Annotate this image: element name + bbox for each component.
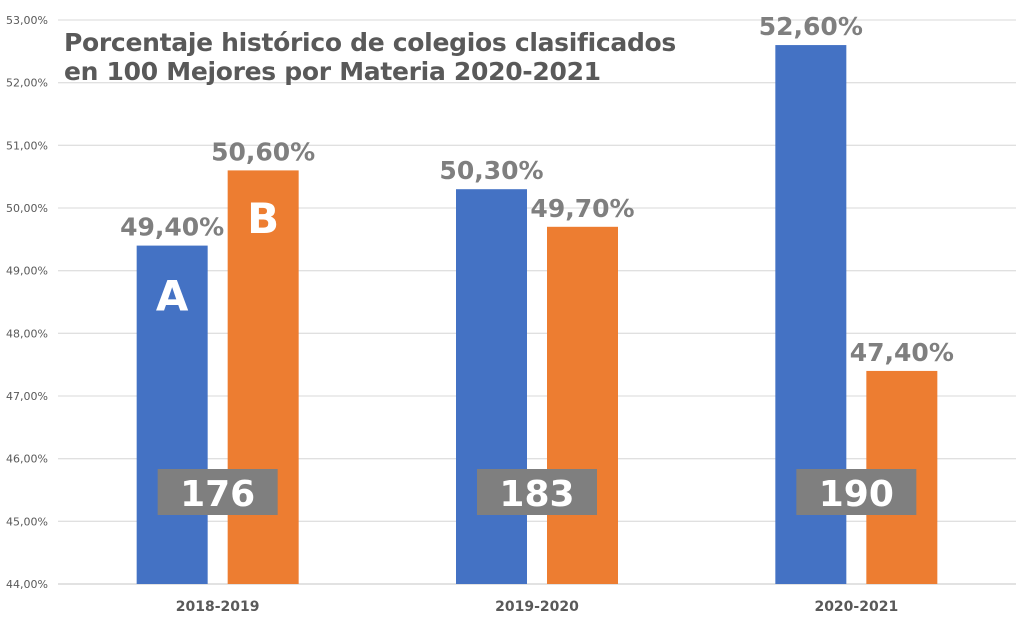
y-tick-label: 51,00%: [6, 139, 48, 152]
count-label: 176: [180, 474, 255, 515]
data-label: 47,40%: [850, 338, 954, 367]
count-box: [157, 469, 278, 515]
y-tick-label: 44,00%: [6, 578, 48, 591]
data-label: 49,70%: [530, 194, 634, 223]
chart-title-line-1: Porcentaje histórico de colegios clasifi…: [64, 28, 677, 57]
chart-title: Porcentaje histórico de colegios clasifi…: [64, 28, 676, 86]
count-box: [796, 469, 917, 515]
series-annotation-b: B: [247, 194, 279, 243]
data-label: 50,30%: [439, 156, 543, 185]
chart-title-line-2: en 100 Mejores por Materia 2020-2021: [64, 57, 601, 86]
x-tick-label: 2018-2019: [176, 599, 260, 615]
data-label: 52,60%: [759, 12, 863, 41]
count-box: [477, 469, 597, 515]
y-tick-label: 49,00%: [6, 265, 48, 278]
y-tick-label: 46,00%: [6, 453, 48, 466]
y-tick-label: 45,00%: [6, 515, 48, 528]
data-label: 49,40%: [120, 213, 224, 242]
data-label: 50,60%: [211, 137, 315, 166]
bar-b: [547, 226, 618, 585]
x-tick-label: 2019-2020: [495, 599, 579, 615]
count-label: 190: [819, 474, 894, 515]
y-tick-label: 47,00%: [6, 390, 48, 403]
y-tick-label: 50,00%: [6, 202, 48, 215]
y-tick-label: 52,00%: [6, 77, 48, 90]
bar-a: [136, 245, 208, 584]
x-tick-label: 2020-2021: [814, 599, 898, 615]
y-tick-label: 48,00%: [6, 327, 48, 340]
y-tick-label: 53,00%: [6, 14, 48, 27]
series-annotation-a: A: [156, 272, 189, 321]
bar-b: [227, 170, 299, 584]
count-label: 183: [499, 474, 574, 515]
bar-a: [456, 189, 527, 584]
